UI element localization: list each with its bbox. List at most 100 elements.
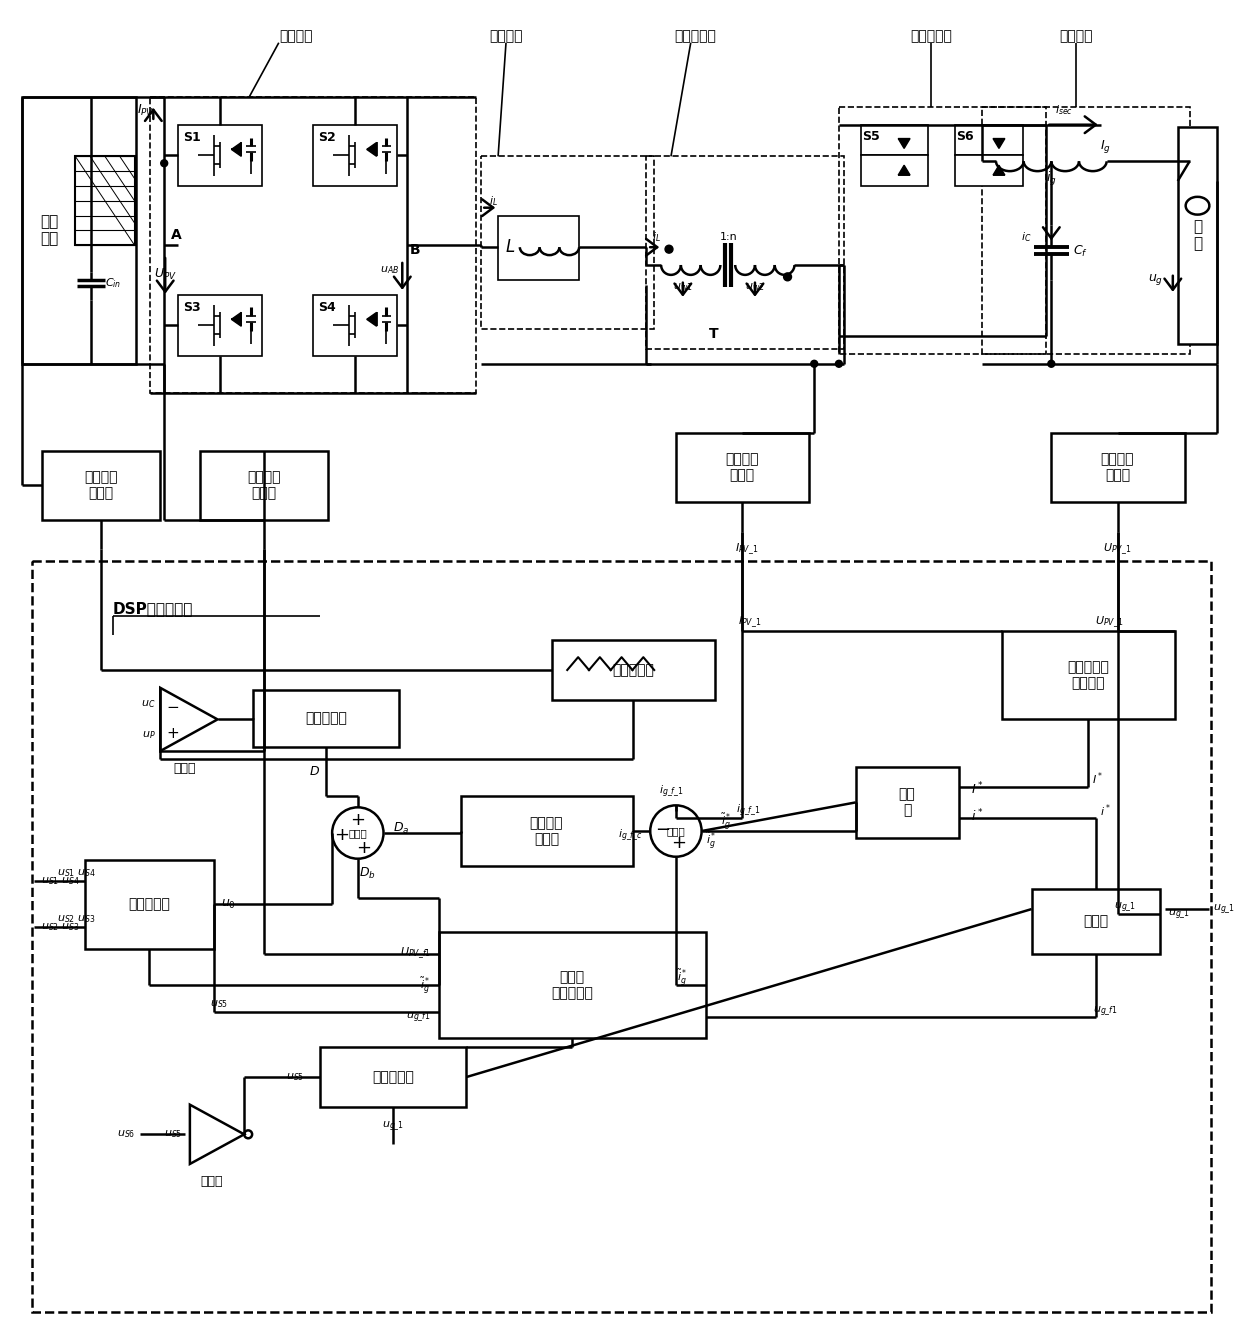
Text: 第二电压
传感器: 第二电压 传感器 (1101, 453, 1135, 482)
Circle shape (784, 273, 791, 281)
Text: $i_g$: $i_g$ (1047, 171, 1056, 188)
Bar (86, 860, 213, 948)
Text: $u_{g\_f1}$: $u_{g\_f1}$ (405, 1010, 432, 1023)
Text: $\~{i}_g^*$: $\~{i}_g^*$ (420, 975, 432, 995)
Circle shape (1048, 360, 1055, 367)
Text: $U_{PV}$: $U_{PV}$ (154, 267, 176, 282)
Polygon shape (993, 165, 1004, 175)
Bar (22, 97, 135, 364)
Text: +: + (356, 839, 371, 857)
Text: $-$: $-$ (165, 698, 179, 713)
Bar (150, 97, 476, 393)
Text: DSP数字控制器: DSP数字控制器 (113, 602, 193, 616)
Text: $u_P$: $u_P$ (141, 729, 155, 741)
Text: $I^*$: $I^*$ (1092, 771, 1104, 787)
Text: $u_{w2}$: $u_{w2}$ (745, 281, 765, 293)
Bar (32, 561, 1211, 1312)
Bar (320, 1048, 466, 1107)
Text: $-$: $-$ (655, 819, 670, 837)
Bar (200, 451, 329, 520)
Text: $C_f$: $C_f$ (1074, 243, 1089, 259)
Text: 第二电流
传感器: 第二电流 传感器 (725, 453, 759, 482)
Text: $i^*$: $i^*$ (971, 808, 983, 825)
Text: $U_{PV\_f1}$: $U_{PV\_f1}$ (399, 945, 432, 962)
Polygon shape (232, 313, 242, 326)
Circle shape (836, 360, 842, 367)
Bar (42, 451, 160, 520)
Text: 全桥电路: 全桥电路 (279, 28, 312, 43)
Bar (439, 932, 706, 1038)
Text: 第一电压
传感器: 第一电压 传感器 (247, 470, 280, 501)
Text: $u_{AB}$: $u_{AB}$ (379, 265, 399, 275)
Bar (1002, 630, 1174, 720)
Circle shape (665, 246, 673, 252)
Text: 缓冲电感: 缓冲电感 (490, 28, 523, 43)
Text: 滤波电路: 滤波电路 (1059, 28, 1092, 43)
Text: $i_C$: $i_C$ (1022, 231, 1032, 244)
Text: +: + (335, 826, 350, 843)
Bar (76, 156, 135, 246)
Text: 信号选择器: 信号选择器 (129, 897, 170, 911)
Text: B: B (409, 243, 420, 257)
Text: 并网电流
调节器: 并网电流 调节器 (529, 817, 563, 846)
Bar (646, 156, 844, 349)
Bar (956, 125, 1023, 156)
Bar (956, 156, 1023, 185)
Circle shape (811, 360, 817, 367)
Bar (856, 767, 960, 838)
Bar (1032, 889, 1159, 954)
Bar (861, 156, 928, 185)
Text: S3: S3 (184, 301, 201, 314)
Text: 极性识别器: 极性识别器 (372, 1070, 414, 1084)
Text: $+$: $+$ (166, 725, 179, 741)
Bar (481, 156, 655, 329)
Text: S5: S5 (862, 130, 879, 144)
Text: $u_{g\_1}$: $u_{g\_1}$ (382, 1120, 404, 1133)
Text: 占空比
预计算模块: 占空比 预计算模块 (552, 970, 593, 1001)
Polygon shape (898, 138, 910, 149)
Text: $D_a$: $D_a$ (393, 821, 409, 835)
Text: $u_{g\_f1}$: $u_{g\_f1}$ (1094, 1005, 1118, 1018)
Bar (314, 125, 397, 185)
Text: $I_{PV}$: $I_{PV}$ (136, 103, 154, 118)
Bar (179, 294, 262, 356)
Text: +: + (351, 811, 366, 829)
Polygon shape (367, 313, 377, 326)
Text: $U_{PV\_1}$: $U_{PV\_1}$ (1095, 615, 1123, 630)
Text: $D_b$: $D_b$ (360, 866, 376, 881)
Text: $u_{S2}$ $u_{S3}$: $u_{S2}$ $u_{S3}$ (57, 913, 95, 925)
Text: 锁相环: 锁相环 (1084, 915, 1109, 928)
Text: $u_C$: $u_C$ (141, 698, 155, 709)
Text: T: T (708, 328, 718, 341)
Text: $u_{w1}$: $u_{w1}$ (673, 281, 693, 293)
Text: 载波发生器: 载波发生器 (613, 663, 655, 677)
Bar (1178, 126, 1218, 344)
Text: $i_L$: $i_L$ (652, 231, 661, 244)
Text: $u_g$: $u_g$ (1148, 273, 1163, 287)
Text: $u_{S6}$: $u_{S6}$ (118, 1128, 135, 1140)
Text: S2: S2 (319, 132, 336, 144)
Text: 比例放大器: 比例放大器 (305, 712, 347, 725)
Bar (460, 796, 634, 866)
Polygon shape (993, 138, 1004, 149)
Text: $i_{g\_f\_1}$: $i_{g\_f\_1}$ (735, 803, 760, 818)
Text: $D$: $D$ (309, 766, 320, 779)
Text: $I_g$: $I_g$ (1100, 138, 1111, 154)
Text: $u_{S5}$: $u_{S5}$ (286, 1072, 305, 1082)
Text: 最大功率点
跟踪模块: 最大功率点 跟踪模块 (1066, 659, 1109, 690)
Bar (253, 690, 399, 747)
Bar (179, 125, 262, 185)
Text: $C_{in}$: $C_{in}$ (104, 275, 122, 290)
Text: 乘法
器: 乘法 器 (899, 787, 915, 818)
Text: $u_{S5}$: $u_{S5}$ (211, 998, 228, 1010)
Text: $\~{i}_g^*$: $\~{i}_g^*$ (720, 811, 732, 831)
Text: $\~{i}_g^*$: $\~{i}_g^*$ (707, 830, 717, 851)
Text: $i_{g\_f\_c}$: $i_{g\_f\_c}$ (618, 827, 642, 843)
Bar (1052, 432, 1184, 502)
Bar (676, 432, 810, 502)
Text: 光伏
电池: 光伏 电池 (41, 215, 58, 247)
Text: 周波变换器: 周波变换器 (910, 28, 952, 43)
Polygon shape (232, 142, 242, 156)
Text: $u_{S5}$: $u_{S5}$ (164, 1128, 182, 1140)
Text: A: A (171, 228, 181, 242)
